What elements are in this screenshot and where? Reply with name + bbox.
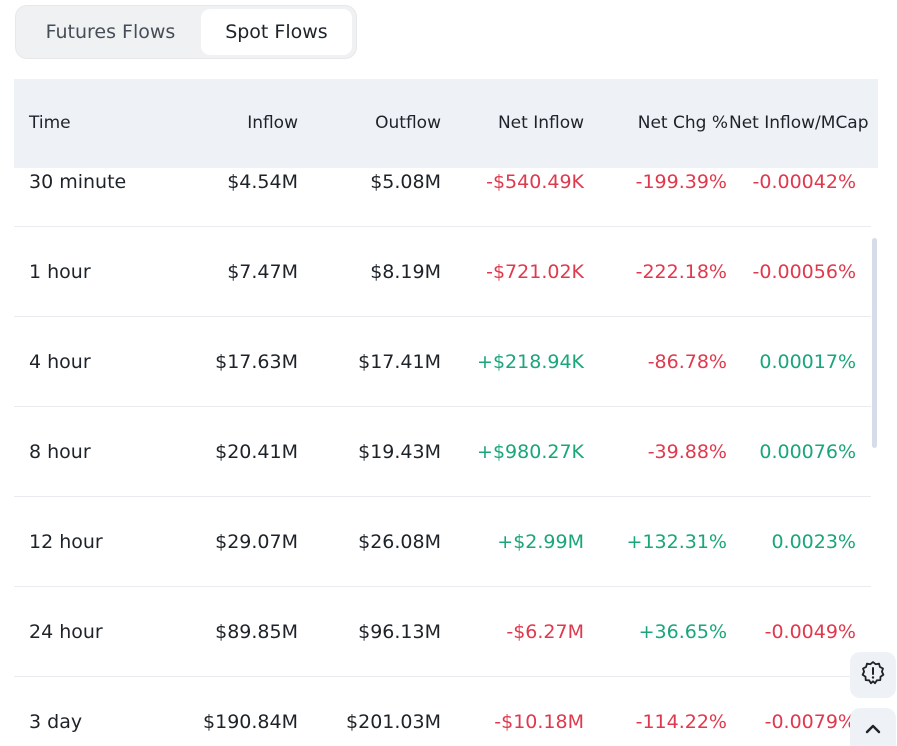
table-row: 8 hour $20.41M $19.43M +$980.27K -39.88%… — [14, 407, 871, 497]
tab-spot-flows[interactable]: Spot Flows — [200, 9, 352, 55]
scroll-to-top-button[interactable] — [850, 708, 896, 746]
cell-net-chg: -199.39% — [635, 171, 727, 193]
cell-time: 30 minute — [29, 171, 127, 193]
cell-inflow: $190.84M — [203, 711, 298, 733]
flows-table[interactable]: Time Inflow Outflow Net Inflow Net Chg %… — [14, 79, 878, 746]
flow-tabs: Futures Flows Spot Flows — [15, 5, 357, 59]
header-outflow: Outflow — [375, 113, 441, 133]
table-row: 12 hour $29.07M $26.08M +$2.99M +132.31%… — [14, 497, 871, 587]
cell-inflow: $20.41M — [215, 441, 298, 463]
table-row: 1 hour $7.47M $8.19M -$721.02K -222.18% … — [14, 227, 871, 317]
cell-net-inflow-mcap: -0.00042% — [752, 171, 856, 193]
cell-time: 12 hour — [29, 531, 103, 553]
cell-time: 24 hour — [29, 621, 103, 643]
header-time: Time — [29, 113, 71, 133]
cell-inflow: $29.07M — [215, 531, 298, 553]
cell-time: 1 hour — [29, 261, 91, 283]
chevron-up-icon — [863, 719, 883, 743]
cell-time: 4 hour — [29, 351, 91, 373]
table-row: 24 hour $89.85M $96.13M -$6.27M +36.65% … — [14, 587, 871, 677]
header-net-inflow-mcap: Net Inflow/MCap — [729, 113, 869, 133]
cell-inflow: $17.63M — [215, 351, 298, 373]
table-row: 3 day $190.84M $201.03M -$10.18M -114.22… — [14, 677, 871, 746]
header-net-chg: Net Chg % — [637, 113, 728, 133]
cell-outflow: $8.19M — [370, 261, 441, 283]
cell-outflow: $201.03M — [346, 711, 441, 733]
cell-net-chg: -86.78% — [647, 351, 727, 373]
cell-net-inflow: +$2.99M — [497, 531, 584, 553]
table-header: Time Inflow Outflow Net Inflow Net Chg %… — [14, 79, 878, 168]
cell-net-inflow: +$218.94K — [477, 351, 584, 373]
cell-outflow: $26.08M — [358, 531, 441, 553]
tab-futures-flows[interactable]: Futures Flows — [45, 21, 176, 43]
cell-net-inflow-mcap: -0.0079% — [764, 711, 856, 733]
cell-net-inflow-mcap: 0.00076% — [759, 441, 856, 463]
cell-net-inflow: -$6.27M — [506, 621, 584, 643]
header-inflow: Inflow — [247, 113, 298, 133]
cell-net-chg: +36.65% — [638, 621, 727, 643]
cell-net-inflow: +$980.27K — [477, 441, 584, 463]
cell-net-inflow-mcap: -0.00056% — [752, 261, 856, 283]
cell-outflow: $17.41M — [358, 351, 441, 373]
cell-outflow: $19.43M — [358, 441, 441, 463]
cell-time: 8 hour — [29, 441, 91, 463]
cell-inflow: $7.47M — [227, 261, 298, 283]
cell-inflow: $89.85M — [215, 621, 298, 643]
cell-outflow: $5.08M — [370, 171, 441, 193]
cell-outflow: $96.13M — [358, 621, 441, 643]
table-body: 30 minute $4.54M $5.08M -$540.49K -199.3… — [14, 137, 871, 746]
cell-net-inflow-mcap: 0.00017% — [759, 351, 856, 373]
table-row: 30 minute $4.54M $5.08M -$540.49K -199.3… — [14, 137, 871, 227]
cell-net-inflow-mcap: 0.0023% — [771, 531, 856, 553]
cell-net-chg: -114.22% — [635, 711, 727, 733]
cell-net-inflow-mcap: -0.0049% — [764, 621, 856, 643]
feedback-button[interactable] — [850, 652, 896, 698]
cell-net-chg: -222.18% — [635, 261, 727, 283]
cell-time: 3 day — [29, 711, 83, 733]
cell-inflow: $4.54M — [227, 171, 298, 193]
table-row: 4 hour $17.63M $17.41M +$218.94K -86.78%… — [14, 317, 871, 407]
cell-net-chg: +132.31% — [626, 531, 727, 553]
cell-net-inflow: -$10.18M — [494, 711, 584, 733]
cell-net-inflow: -$721.02K — [486, 261, 584, 283]
cell-net-inflow: -$540.49K — [486, 171, 584, 193]
cell-net-chg: -39.88% — [647, 441, 727, 463]
table-scrollbar[interactable] — [872, 238, 877, 448]
feedback-badge-icon — [860, 660, 886, 690]
header-net-inflow: Net Inflow — [497, 113, 584, 133]
